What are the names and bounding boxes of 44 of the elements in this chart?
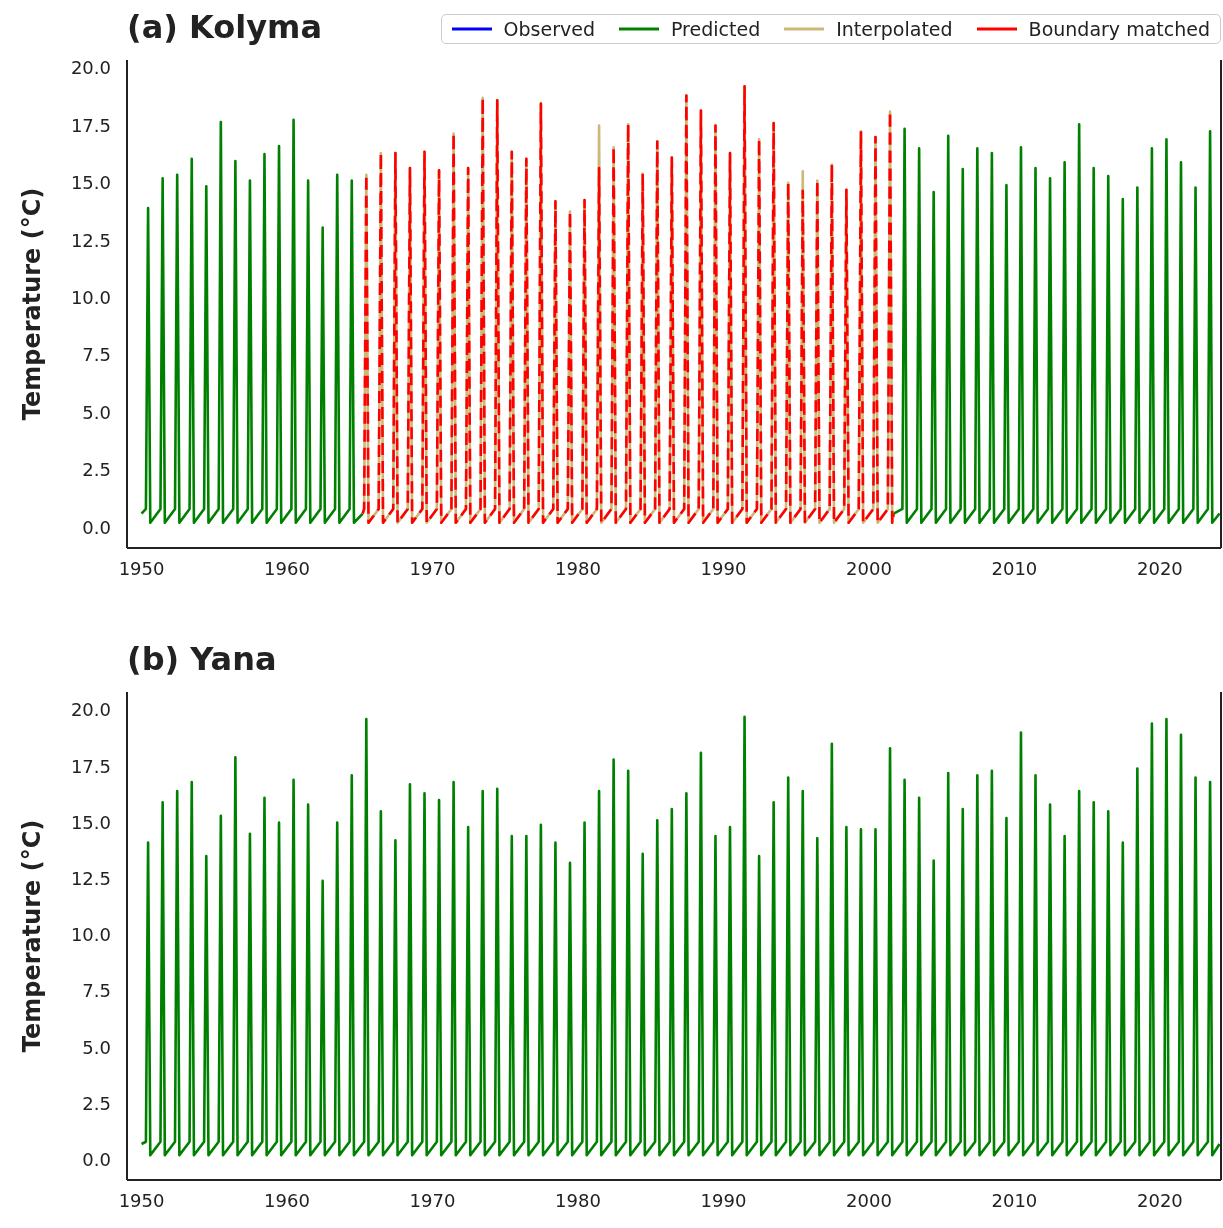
x-tick-label: 2020 xyxy=(1136,557,1183,579)
y-axis-title: Temperature (°C) xyxy=(18,819,46,1053)
y-tick-label: 2.5 xyxy=(82,1092,111,1114)
y-tick-label: 17.5 xyxy=(70,755,111,777)
x-tick-label: 1990 xyxy=(700,557,747,579)
x-tick-label: 1950 xyxy=(118,557,165,579)
y-tick-label: 10.0 xyxy=(70,924,111,946)
x-tick-label: 1970 xyxy=(409,1189,456,1211)
legend-label: Observed xyxy=(503,18,595,40)
line-series xyxy=(140,715,1221,1157)
x-tick-label: 2020 xyxy=(1136,1189,1183,1211)
x-tick-label: 1980 xyxy=(555,557,601,579)
x-tick-label: 1990 xyxy=(700,1189,747,1211)
x-tick-label: 2010 xyxy=(991,557,1038,579)
y-tick-label: 0.0 xyxy=(82,516,111,538)
chart-title: (a) Kolyma xyxy=(127,8,322,46)
x-tick-label: 1960 xyxy=(264,557,310,579)
y-tick-label: 0.0 xyxy=(82,1149,111,1171)
legend-label: Predicted xyxy=(671,18,761,40)
x-tick-label: 2000 xyxy=(846,1189,892,1211)
x-tick-label: 1960 xyxy=(264,1189,310,1211)
x-tick-label: 2010 xyxy=(991,1189,1038,1211)
x-tick-label: 1970 xyxy=(409,557,456,579)
y-tick-label: 5.0 xyxy=(82,401,111,423)
y-tick-label: 2.5 xyxy=(82,459,111,481)
y-axis-title: Temperature (°C) xyxy=(18,187,46,421)
y-tick-label: 20.0 xyxy=(70,57,111,79)
y-tick-label: 12.5 xyxy=(70,868,111,890)
x-tick-label: 1950 xyxy=(118,1189,165,1211)
y-tick-label: 10.0 xyxy=(70,287,111,309)
y-tick-label: 7.5 xyxy=(82,980,111,1002)
y-tick-label: 20.0 xyxy=(70,699,111,721)
x-tick-label: 1980 xyxy=(555,1189,601,1211)
legend-label: Interpolated xyxy=(836,18,953,40)
y-tick-label: 7.5 xyxy=(82,344,111,366)
legend-label: Boundary matched xyxy=(1028,18,1210,40)
y-tick-label: 12.5 xyxy=(70,229,111,251)
line-series xyxy=(361,85,895,525)
y-tick-label: 15.0 xyxy=(70,172,111,194)
y-tick-label: 17.5 xyxy=(70,114,111,136)
y-tick-label: 15.0 xyxy=(70,811,111,833)
chart-title: (b) Yana xyxy=(127,640,277,678)
x-tick-label: 2000 xyxy=(846,557,892,579)
y-tick-label: 5.0 xyxy=(82,1036,111,1058)
